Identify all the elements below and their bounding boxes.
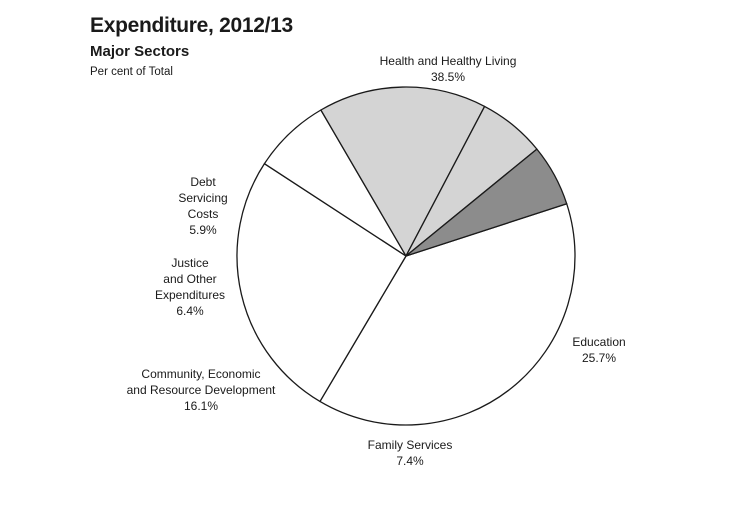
slice-label-line: Family Services (367, 438, 453, 452)
slice-value-label: 38.5% (430, 70, 466, 84)
slice-label-justice: Justice and Other Expenditures 6.4% (155, 255, 225, 319)
slice-label-education: Education 25.7% (572, 334, 625, 366)
slice-label-line: Costs (187, 207, 219, 221)
pie-slice-debt-servicing-costs (405, 148, 568, 257)
slice-label-line: and Other (163, 272, 217, 286)
slice-value-label: 16.1% (183, 399, 219, 413)
pie-slice-education (236, 163, 407, 403)
slice-label-line: Expenditures (154, 288, 226, 302)
slice-value-label: 25.7% (581, 351, 617, 365)
unit-label: Per cent of Total (90, 66, 173, 78)
slice-label-line: Education (572, 335, 626, 349)
pie-slice-community-economic-and-resource-development (320, 86, 486, 257)
slice-value-label: 7.4% (396, 454, 424, 468)
pie-slice-health-and-healthy-living (319, 203, 576, 426)
slice-value-label: 6.4% (176, 304, 204, 318)
slice-value-label: 5.9% (189, 223, 217, 237)
slice-label-community: Community, Economic and Resource Develop… (127, 366, 276, 414)
slice-label-line: and Resource Development (126, 383, 276, 397)
slice-label-family-services: Family Services 7.4% (368, 437, 453, 469)
slice-label-line: Community, Economic (141, 367, 261, 381)
slice-label-health: Health and Healthy Living 38.5% (380, 53, 517, 85)
chart-subtitle: Major Sectors (90, 43, 190, 60)
slice-label-line: Justice (171, 256, 209, 270)
chart-title: Expenditure, 2012/13 (90, 14, 293, 37)
slice-label-line: Servicing (178, 191, 228, 205)
slice-label-line: Debt (190, 175, 216, 189)
slice-label-debt: Debt Servicing Costs 5.9% (178, 174, 227, 238)
slice-label-line: Health and Healthy Living (379, 54, 517, 68)
